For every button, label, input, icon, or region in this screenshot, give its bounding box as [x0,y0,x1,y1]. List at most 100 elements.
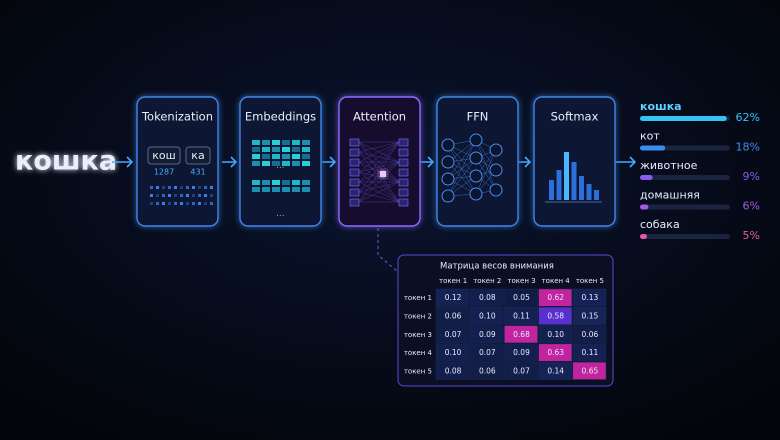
token-box [185,146,211,165]
cell-value: 0.07 [445,330,462,339]
row-header: токен 4 [404,349,433,357]
ffn-link [447,144,477,177]
cell-value: 0.11 [513,311,530,320]
prediction-bar [640,204,649,210]
cell-value: 0.07 [513,366,530,375]
attention-focus [380,171,386,177]
prediction-bar [640,145,666,151]
matrix-cell [538,361,573,380]
token-dot [168,194,171,197]
column-header: токен 1 [439,277,467,285]
embedding-cell [302,147,310,152]
softmax-bar [564,152,569,200]
matrix-cell [572,361,607,380]
embedding-cell [262,180,270,185]
prediction-track [640,175,730,180]
arrows [112,156,637,168]
token-dot [198,194,201,197]
attention-node [398,188,409,197]
stage-title: Attention [353,110,406,124]
attention-node [398,138,409,147]
attention-link [358,141,400,193]
embedding-cell [282,161,290,166]
embedding-cell [292,154,300,159]
cell-value: 0.08 [479,293,496,302]
attention-link [358,191,400,203]
matrix-cell [538,307,573,325]
cell-value: 0.63 [547,348,564,357]
attention-node [398,178,409,187]
token-box [147,146,181,165]
token-dot [150,194,153,197]
cell-value: 0.10 [445,348,462,357]
softmax-bar [549,180,554,200]
ffn-node [469,133,483,147]
prediction-track [640,234,730,239]
cell-value: 0.13 [582,293,599,302]
attention-link [358,141,400,173]
matrix-cell [435,325,470,344]
attention-node [398,198,409,207]
prediction-bar [640,234,647,239]
embedding-cell [262,161,270,166]
embedding-cell [292,140,300,145]
token-dot [198,202,201,205]
embedding-cell [272,187,280,192]
ellipsis: ··· [276,164,285,174]
matrix-cell [469,307,504,325]
attention-link [358,141,400,163]
stage-box [239,96,322,227]
stage-title: FFN [467,110,489,124]
embedding-cell [252,154,260,159]
attention-node [349,178,360,187]
token-dot [150,186,153,189]
attention-link [358,141,400,153]
column-header: токен 2 [473,277,501,285]
embedding-cell [252,161,260,166]
cell-value: 0.10 [479,311,496,320]
ffn-node [489,183,503,197]
attention-node [398,148,409,157]
attention-link [358,181,400,193]
embedding-cell [262,147,270,152]
ffn-link [475,139,497,191]
cell-value: 0.05 [513,293,530,302]
ffn-link [447,157,477,197]
matrix-cell [538,343,573,362]
ffn-node [489,163,503,177]
embedding-cell [302,140,310,145]
prediction-value: 9% [743,170,760,183]
cell-value: 0.15 [582,311,599,320]
embedding-cell [272,154,280,159]
cell-value: 0.10 [547,330,564,339]
attention-link [358,141,400,183]
matrix-cell [469,288,504,307]
prediction-value: 18% [736,141,760,154]
token-dot [156,194,159,197]
attention-node [398,168,409,177]
stage-title: Tokenization [141,110,213,124]
matrix-cell [435,307,470,325]
token-dot [186,186,189,189]
ffn-node [441,172,455,186]
row-header: токен 3 [404,331,432,339]
embedding-cell [252,187,260,192]
attention-link [358,161,400,203]
matrix-cell [435,361,470,380]
embedding-cell [252,147,260,152]
row-header: токен 2 [404,312,432,320]
ffn-node [441,189,455,203]
token-dot [180,194,183,197]
token-dot [192,202,195,205]
attention-node [349,138,360,147]
matrix-cell [469,343,504,362]
cell-value: 0.06 [479,366,496,375]
cell-value: 0.06 [582,330,599,339]
embedding-cell [262,154,270,159]
ffn-node [441,138,455,152]
cell-value: 0.09 [513,348,530,357]
ffn-link [475,149,497,195]
embedding-cell [302,154,310,159]
attention-node [398,158,409,167]
row-header: токен 1 [404,294,432,302]
